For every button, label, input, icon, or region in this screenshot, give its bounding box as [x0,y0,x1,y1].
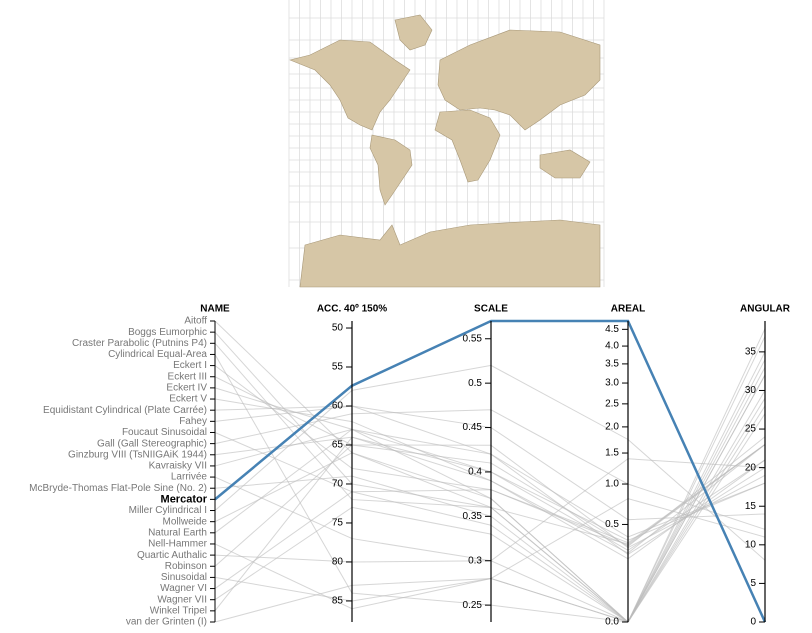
tick-label: 3.5 [605,359,619,370]
tick-label: 30 [745,385,757,396]
tick-label: 1.5 [605,448,619,459]
projection-line[interactable] [214,328,766,623]
tick-label: 4.0 [605,341,619,352]
tick-label: 2.0 [605,422,619,433]
projection-name: Wagner VII [157,594,207,605]
tick-label: 55 [332,362,344,373]
tick-label: 0.55 [463,333,483,344]
projection-name: Winkel Tripel [150,605,207,616]
tick-label: 0.5 [468,378,482,389]
projection-name: Mercator [161,493,208,505]
tick-label: 0.45 [463,422,483,433]
tick-label: 50 [332,323,344,334]
axis-title: ACC. 40º 150% [317,304,387,315]
tick-label: 0.0 [605,617,619,628]
projection-name: van der Grinten (I) [126,617,207,628]
tick-label: 0.5 [605,519,619,530]
projection-name: Eckert I [173,360,207,371]
tick-label: 20 [745,462,757,473]
tick-label: 4.5 [605,324,619,335]
axis-title: NAME [200,304,230,315]
projection-name: Sinusoidal [161,572,207,583]
projection-name: Eckert III [168,371,207,382]
projection-name: Craster Parabolic (Putnins P4) [72,338,207,349]
projection-name: Larrivée [171,472,208,483]
tick-label: 75 [332,518,344,529]
tick-label: 65 [332,440,344,451]
tick-label: 0.25 [463,600,483,611]
projection-name: Equidistant Cylindrical (Plate Carrée) [43,405,207,416]
tick-label: 70 [332,479,344,490]
tick-label: 85 [332,596,344,607]
tick-label: 25 [745,424,757,435]
projection-name: Kavraisky VII [149,461,207,472]
tick-label: 60 [332,401,344,412]
map [288,0,605,288]
land [289,14,601,288]
tick-label: 5 [750,578,756,589]
projection-name: Robinson [165,561,207,572]
tick-label: 35 [745,347,757,358]
tick-label: 80 [332,557,344,568]
tick-label: 0.4 [468,467,482,478]
projection-name: Ginzburg VIII (TsNIIGAiK 1944) [68,449,207,460]
tick-label: 1.0 [605,479,619,490]
projection-name: Aitoff [184,316,207,327]
tick-label: 0.3 [468,555,482,566]
tick-label: 0.35 [463,511,483,522]
projection-name: Nell-Hammer [148,539,208,550]
projection-name: Cylindrical Equal-Area [108,349,207,360]
projection-name: Natural Earth [148,527,207,538]
projection-name: Miller Cylindrical I [129,505,207,516]
tick-label: 0 [750,617,756,628]
projection-name: Gall (Gall Stereographic) [97,438,207,449]
tick-label: 10 [745,539,757,550]
projection-name: Fahey [179,416,207,427]
tick-label: 2.5 [605,399,619,410]
axis-title: ANGULAR [740,304,791,315]
projection-name: Eckert IV [166,383,207,394]
axis-title: SCALE [474,304,508,315]
projection-name: Foucaut Sinusoidal [122,427,207,438]
projection-name: McBryde-Thomas Flat-Pole Sine (No. 2) [29,483,207,494]
axis-title: AREAL [611,304,645,315]
projection-name: Quartic Authalic [137,550,207,561]
projection-name: Mollweide [163,516,208,527]
projection-name: Boggs Eumorphic [128,327,207,338]
projection-name: Eckert V [169,394,207,405]
projection-line[interactable] [214,342,766,623]
tick-label: 15 [745,501,757,512]
tick-label: 3.0 [605,378,619,389]
projection-line[interactable] [214,354,766,623]
axes: ACC. 40º 150%5055606570758085SCALE0.250.… [29,304,791,628]
projection-name: Wagner VI [160,583,207,594]
